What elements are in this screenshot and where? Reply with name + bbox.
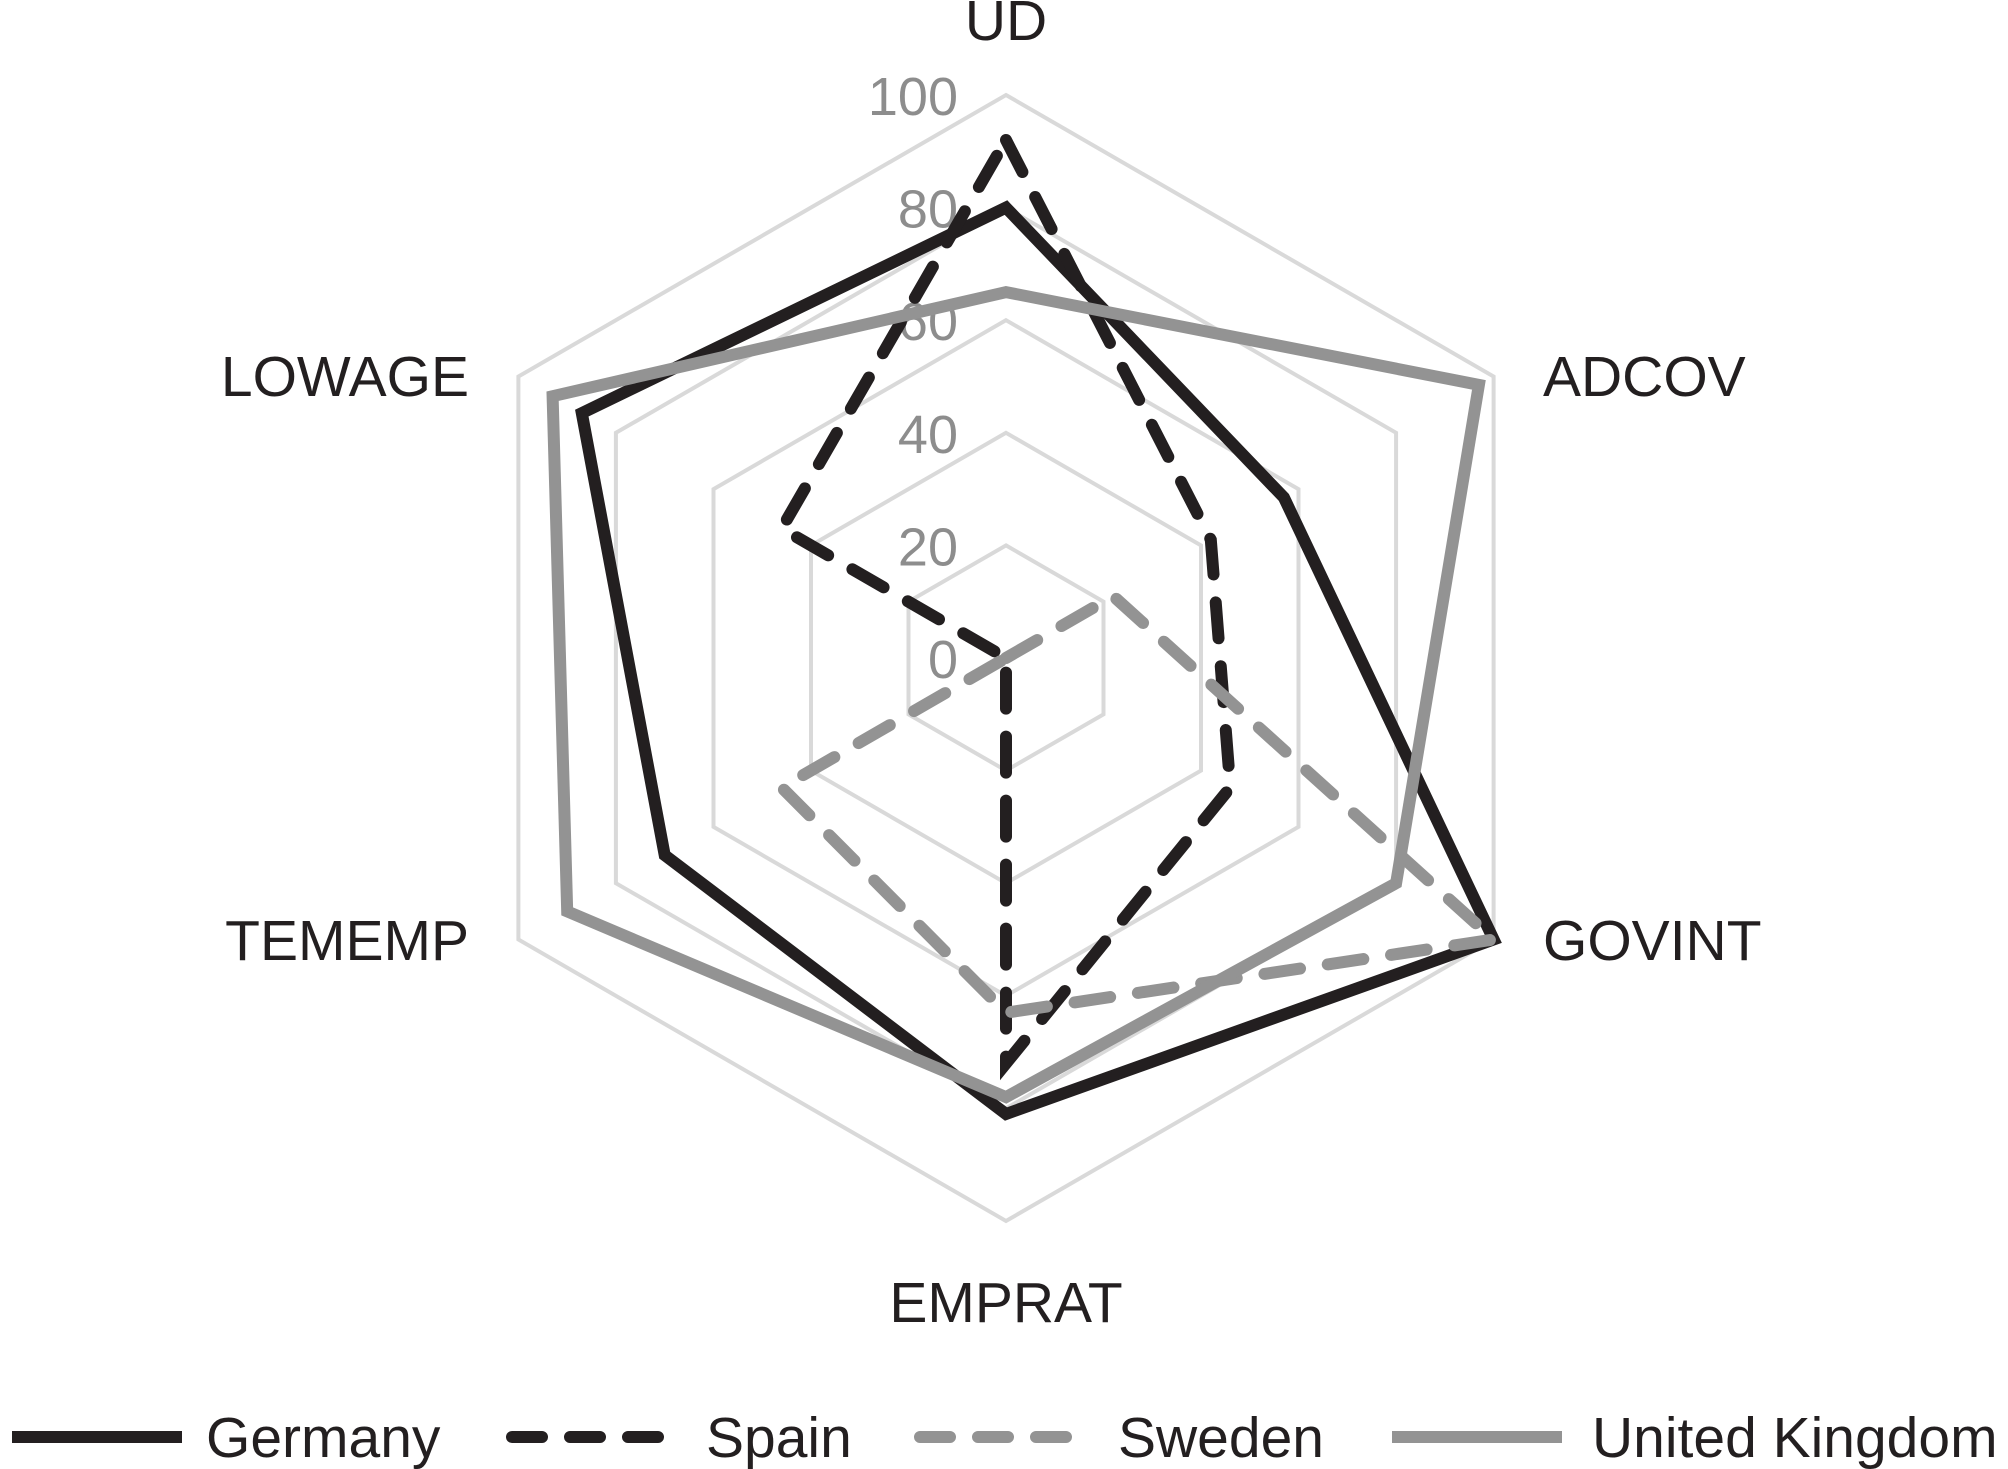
legend-label: United Kingdom [1592, 1406, 1998, 1469]
axis-labels: UD ADCOV GOVINT EMPRAT TEMEMP LOWAGE [221, 0, 1762, 1335]
grid-ring [516, 92, 1496, 1224]
tick-label: 40 [898, 405, 958, 465]
series-line-united-kingdom [546, 285, 1486, 1104]
axis-label: EMPRAT [889, 1271, 1122, 1335]
legend-label: Spain [706, 1406, 852, 1469]
series-line-spain [773, 127, 1237, 1081]
series-line-germany [575, 200, 1502, 1121]
series-line-sweden [771, 588, 1508, 1020]
axis-label: UD [965, 0, 1047, 53]
series-lines [546, 127, 1508, 1121]
tick-label: 0 [928, 630, 958, 690]
axis-label: LOWAGE [221, 345, 469, 409]
axis-label: ADCOV [1543, 345, 1746, 409]
legend-label: Sweden [1118, 1406, 1324, 1469]
axis-label: GOVINT [1543, 909, 1762, 973]
tick-label: 100 [868, 67, 958, 127]
tick-label: 20 [898, 517, 958, 577]
axis-label: TEMEMP [225, 909, 469, 973]
legend-label: Germany [206, 1406, 441, 1469]
legend: Germany Spain Sweden United Kingdom [12, 1406, 1998, 1469]
